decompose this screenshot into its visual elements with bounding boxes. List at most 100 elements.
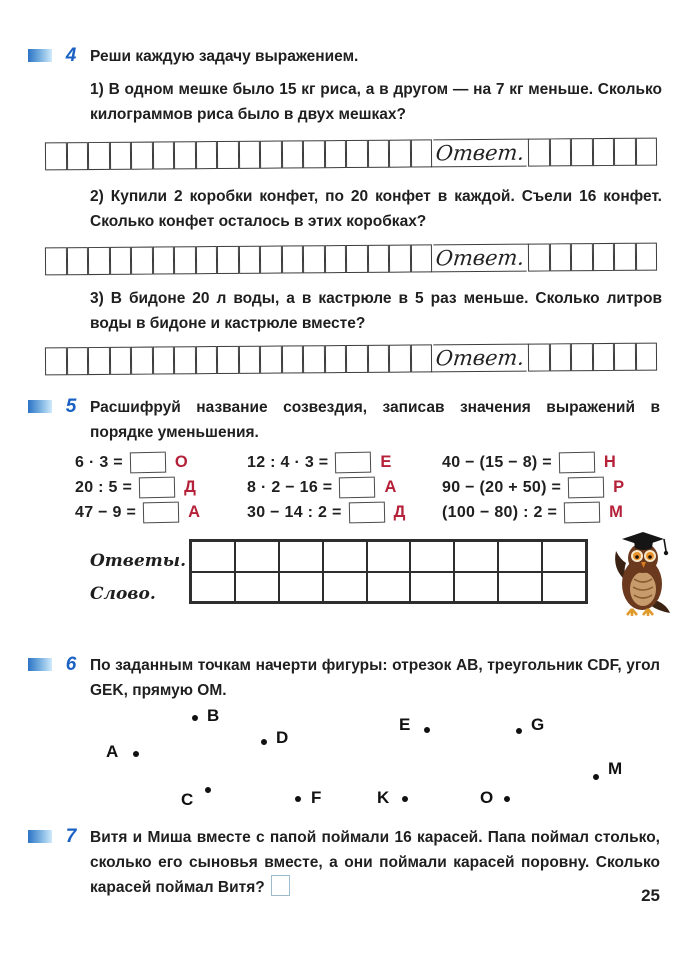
answer-cell[interactable] <box>281 345 304 374</box>
answer-cell[interactable] <box>259 245 282 274</box>
answer-cell[interactable] <box>216 140 239 170</box>
answer-cell[interactable] <box>195 246 218 275</box>
point-dot-E[interactable] <box>424 727 430 733</box>
answer-cell[interactable] <box>173 141 196 170</box>
equation-answer-box[interactable] <box>142 501 180 524</box>
grid-cell[interactable] <box>498 541 543 572</box>
answer-cell[interactable] <box>66 247 89 276</box>
answer-cell[interactable] <box>44 142 67 171</box>
answer-cell[interactable] <box>613 242 636 271</box>
grid-cell[interactable] <box>322 541 367 572</box>
answer-cell[interactable] <box>549 243 572 272</box>
answer-cell[interactable] <box>238 245 261 274</box>
grid-cell[interactable] <box>191 571 235 602</box>
point-dot-D[interactable] <box>261 739 267 745</box>
answer-cell[interactable] <box>345 344 368 374</box>
answer-cell[interactable] <box>302 245 325 274</box>
answer-cell[interactable] <box>549 343 572 372</box>
answer-cell[interactable] <box>613 137 636 166</box>
grid-cell[interactable] <box>234 571 279 602</box>
grid-cell[interactable] <box>191 541 235 572</box>
point-dot-F[interactable] <box>295 796 301 802</box>
answer-cell[interactable] <box>388 344 411 373</box>
answer-cell[interactable] <box>173 346 196 375</box>
equation-answer-box[interactable] <box>563 501 601 524</box>
answer-cell[interactable] <box>259 345 282 374</box>
answer-cell[interactable] <box>130 346 153 375</box>
equation-answer-box[interactable] <box>138 476 176 499</box>
answer-cell[interactable] <box>410 139 433 168</box>
answer-cell[interactable] <box>324 245 347 274</box>
answer-cell[interactable] <box>195 346 218 375</box>
answer-cell[interactable] <box>152 141 175 170</box>
answer-cell[interactable] <box>173 246 196 275</box>
equation-answer-box[interactable] <box>129 451 167 474</box>
answer-cell[interactable] <box>592 137 615 167</box>
answer-cell[interactable] <box>345 244 368 274</box>
answer-cell[interactable] <box>527 243 550 272</box>
answer-box[interactable] <box>270 875 290 896</box>
point-dot-B[interactable] <box>192 715 198 721</box>
grid-cell[interactable] <box>278 571 323 602</box>
answer-cell[interactable] <box>87 141 110 171</box>
grid-cell[interactable] <box>542 541 586 572</box>
answer-cell[interactable] <box>592 342 615 372</box>
point-dot-G[interactable] <box>516 728 522 734</box>
point-dot-A[interactable] <box>133 751 139 757</box>
equation-answer-box[interactable] <box>339 476 376 499</box>
answer-cell[interactable] <box>613 342 636 371</box>
answer-cell[interactable] <box>527 343 550 372</box>
answer-cell[interactable] <box>410 344 433 373</box>
grid-cell[interactable] <box>454 571 499 602</box>
equation-answer-box[interactable] <box>335 451 372 474</box>
grid-cell[interactable] <box>410 571 455 602</box>
answer-cell[interactable] <box>87 346 110 376</box>
answer-cell[interactable] <box>109 246 132 275</box>
answer-cell[interactable] <box>216 345 239 375</box>
grid-cell[interactable] <box>366 541 411 572</box>
answer-cell[interactable] <box>216 245 239 275</box>
equation-answer-box[interactable] <box>348 501 385 524</box>
answer-cell[interactable] <box>570 138 593 167</box>
answer-cell[interactable] <box>410 244 433 273</box>
answer-cell[interactable] <box>549 138 572 167</box>
point-dot-O[interactable] <box>504 796 510 802</box>
grid-cell[interactable] <box>366 571 411 602</box>
answer-cell[interactable] <box>87 246 110 276</box>
answer-cell[interactable] <box>635 342 658 371</box>
point-dot-M[interactable] <box>593 774 599 780</box>
answer-cell[interactable] <box>238 345 261 374</box>
grid-cell[interactable] <box>322 571 367 602</box>
grid-cell[interactable] <box>542 571 586 602</box>
answer-cell[interactable] <box>238 140 261 169</box>
answer-cell[interactable] <box>388 139 411 168</box>
answer-cell[interactable] <box>281 245 304 274</box>
answer-cell[interactable] <box>109 141 132 170</box>
grid-cell[interactable] <box>454 541 499 572</box>
answer-cell[interactable] <box>66 142 89 171</box>
answer-cell[interactable] <box>592 242 615 272</box>
answer-cell[interactable] <box>66 347 89 376</box>
answer-cell[interactable] <box>570 343 593 372</box>
answer-cell[interactable] <box>152 246 175 275</box>
answer-cell[interactable] <box>635 242 658 271</box>
answer-cell[interactable] <box>635 137 658 166</box>
answer-cell[interactable] <box>130 141 153 170</box>
grid-cell[interactable] <box>278 541 323 572</box>
answer-cell[interactable] <box>152 346 175 375</box>
answer-cell[interactable] <box>109 346 132 375</box>
answer-cell[interactable] <box>44 247 67 276</box>
answer-cell[interactable] <box>367 139 390 168</box>
points-field[interactable]: A B C D E F G K M O <box>90 703 662 815</box>
answer-cell[interactable] <box>195 141 218 170</box>
answer-cell[interactable] <box>388 244 411 273</box>
grid-cell[interactable] <box>498 571 543 602</box>
point-dot-C[interactable] <box>205 787 211 793</box>
answer-cell[interactable] <box>130 246 153 275</box>
answer-cell[interactable] <box>259 140 282 169</box>
answer-cell[interactable] <box>367 344 390 373</box>
answer-cell[interactable] <box>324 345 347 374</box>
answer-cell[interactable] <box>302 345 325 374</box>
answer-cell[interactable] <box>44 347 67 376</box>
equation-answer-box[interactable] <box>567 476 605 499</box>
